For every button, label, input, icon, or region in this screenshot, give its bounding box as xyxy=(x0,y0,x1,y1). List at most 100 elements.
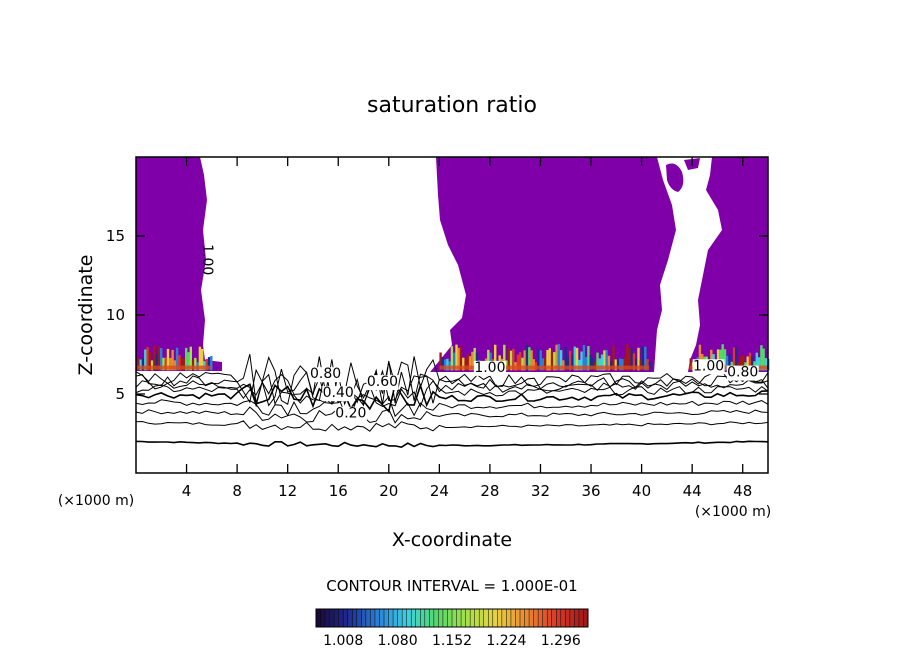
colorbar-label: 1.080 xyxy=(378,633,418,649)
colorbar-cell xyxy=(542,609,548,627)
colorbar-cell xyxy=(474,609,480,627)
supersaturation-cell xyxy=(639,360,642,371)
supersaturation-cell xyxy=(521,357,524,371)
x-tick-label: 44 xyxy=(683,482,702,500)
colorbar-cell xyxy=(465,609,471,627)
x-tick-label: 4 xyxy=(182,482,192,500)
supersaturation-cell xyxy=(509,350,513,371)
supersaturation-cell xyxy=(544,357,547,371)
y-tick-label: 10 xyxy=(106,306,125,324)
colorbar-cell xyxy=(510,609,516,627)
colorbar-cell xyxy=(538,609,543,627)
supersaturation-cell xyxy=(748,352,752,371)
supersaturation-cell xyxy=(473,347,476,371)
x-tick-labels: 4 8 12 16 20 24 28 32 36 40 44 48 xyxy=(182,482,752,500)
supersaturation-cell xyxy=(150,360,154,371)
supersaturation-cell xyxy=(539,350,542,371)
colorbar-cell xyxy=(506,609,511,627)
supersaturation-cell xyxy=(191,359,195,371)
colorbar-cell xyxy=(483,609,489,627)
contour-label-bg xyxy=(692,359,725,375)
supersaturation-cell xyxy=(760,345,763,371)
supersaturation-cell xyxy=(603,350,606,371)
colorbar xyxy=(315,608,589,628)
supersaturation-cell xyxy=(537,348,540,371)
supersaturation-cell xyxy=(494,344,497,371)
supersaturation-cell xyxy=(605,349,608,371)
supersaturation-cell xyxy=(646,359,649,371)
contour-label: 1.00 xyxy=(474,360,505,376)
supersaturation-cell xyxy=(591,358,595,371)
supersaturation-cell xyxy=(443,359,447,371)
colorbar-cell xyxy=(533,609,539,627)
contour-label: 1.00 xyxy=(199,244,215,275)
y-tick-label: 15 xyxy=(106,227,125,245)
colorbar-cell xyxy=(515,609,520,627)
supersaturation-cell xyxy=(210,356,213,371)
supersaturation-cell xyxy=(512,348,515,371)
supersaturation-cell xyxy=(607,355,611,371)
x-tick-label: 8 xyxy=(232,482,242,500)
supersaturation-cell xyxy=(571,354,574,371)
colorbar-cell xyxy=(406,609,412,627)
supersaturation-cell xyxy=(205,359,208,371)
supersaturation-cell xyxy=(516,354,520,371)
supersaturation-cell xyxy=(562,360,565,371)
supersaturation-cell xyxy=(689,358,692,371)
supersaturation-cell xyxy=(530,350,533,371)
colorbar-cell xyxy=(560,609,566,627)
supersaturation-cell xyxy=(757,357,761,371)
saturated-region-east xyxy=(688,157,768,372)
colorbar-cell xyxy=(356,609,362,627)
supersaturation-cell xyxy=(462,357,465,371)
supersaturation-cell xyxy=(578,359,581,371)
x-tick-label: 40 xyxy=(632,482,651,500)
colorbar-cell xyxy=(365,609,371,627)
supersaturation-cell xyxy=(182,358,186,371)
colorbar-cell xyxy=(343,609,348,627)
colorbar-cell xyxy=(456,609,462,627)
supersaturation-cell xyxy=(746,356,749,371)
contour-label: 0.20 xyxy=(335,406,366,422)
supersaturation-cell xyxy=(755,352,758,371)
contour-label-bg xyxy=(726,365,759,381)
supersaturation-cell xyxy=(721,344,724,371)
supersaturation-cell xyxy=(616,358,620,371)
colorbar-cell xyxy=(565,609,570,627)
supersaturation-cell xyxy=(550,351,554,371)
supersaturation-cell xyxy=(648,361,652,371)
isoline xyxy=(135,406,769,424)
colorbar-cell xyxy=(442,609,448,627)
colorbar-cell xyxy=(556,609,561,627)
supersaturation-cell xyxy=(621,359,624,371)
colorbar-label: 1.008 xyxy=(323,633,363,649)
supersaturation-cell xyxy=(194,357,197,371)
supersaturation-cell xyxy=(471,351,474,371)
colorbar-cell xyxy=(452,609,457,627)
supersaturation-cell xyxy=(625,344,629,371)
supersaturation-cell xyxy=(566,356,570,371)
supersaturation-cell xyxy=(144,349,147,371)
chart-title: saturation ratio xyxy=(367,93,537,118)
supersaturation-cell xyxy=(641,346,645,371)
supersaturation-cell xyxy=(728,354,731,371)
supersaturation-cell xyxy=(185,347,188,371)
isoline xyxy=(135,354,769,407)
contour-label: 0.40 xyxy=(323,385,354,401)
supersaturation-cell xyxy=(742,355,745,371)
supersaturation-cell xyxy=(175,347,179,371)
contour-labels: 1.000.80 0.600.400.201.00 1.00 0.80 xyxy=(199,244,759,422)
colorbar-cell xyxy=(384,609,389,627)
supersaturation-cell xyxy=(464,358,467,371)
supersaturation-cell xyxy=(207,357,211,371)
supersaturation-cell xyxy=(751,356,754,371)
colorbar-cell xyxy=(492,609,498,627)
colorbar-cell xyxy=(316,609,321,627)
supersaturation-cell xyxy=(598,358,601,371)
supersaturation-cell xyxy=(166,348,170,371)
isoline xyxy=(135,382,769,414)
contour-plot-area: 1.000.80 0.600.400.201.00 1.00 0.80 xyxy=(135,156,770,474)
colorbar-cell xyxy=(501,609,507,627)
y-axis-label: Z-coordinate xyxy=(75,255,97,376)
